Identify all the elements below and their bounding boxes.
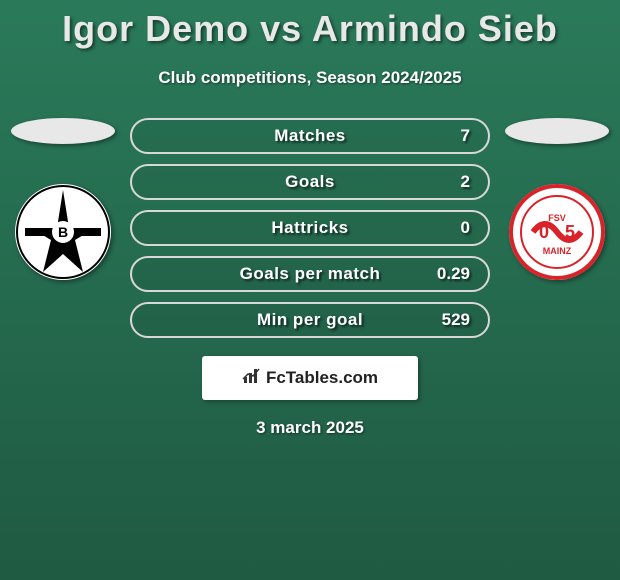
- brand-box: FcTables.com: [202, 356, 418, 400]
- right-column: FSV MAINZ 0 5: [502, 118, 612, 280]
- stats-column: Matches 7 Goals 2 Hattricks 0 Goals per …: [118, 118, 502, 348]
- svg-text:MAINZ: MAINZ: [543, 246, 572, 256]
- stat-row-goals-per-match: Goals per match 0.29: [130, 256, 490, 292]
- stat-row-goals: Goals 2: [130, 164, 490, 200]
- stat-value: 529: [442, 310, 470, 330]
- stat-label: Matches: [274, 126, 346, 146]
- stat-value: 0: [461, 218, 470, 238]
- chart-icon: [242, 367, 262, 390]
- page-title: Igor Demo vs Armindo Sieb: [0, 0, 620, 50]
- stat-row-min-per-goal: Min per goal 529: [130, 302, 490, 338]
- stat-value: 0.29: [437, 264, 470, 284]
- svg-text:5: 5: [565, 222, 575, 242]
- mainz-logo-icon: FSV MAINZ 0 5: [509, 184, 605, 280]
- brand-text: FcTables.com: [266, 368, 378, 388]
- stat-label: Goals per match: [240, 264, 381, 284]
- svg-text:0: 0: [539, 222, 549, 242]
- stat-row-hattricks: Hattricks 0: [130, 210, 490, 246]
- main-row: B Matches 7 Goals 2 Hattricks 0 Goals pe…: [0, 118, 620, 348]
- gladbach-logo-icon: B: [15, 184, 111, 280]
- stat-value: 7: [461, 126, 470, 146]
- date-text: 3 march 2025: [0, 418, 620, 438]
- right-club-logo: FSV MAINZ 0 5: [509, 184, 605, 280]
- svg-text:B: B: [58, 224, 68, 240]
- left-player-ellipse: [11, 118, 115, 144]
- svg-text:FSV: FSV: [548, 213, 566, 223]
- stat-row-matches: Matches 7: [130, 118, 490, 154]
- left-column: B: [8, 118, 118, 280]
- stat-label: Min per goal: [257, 310, 363, 330]
- stat-value: 2: [461, 172, 470, 192]
- stat-label: Goals: [285, 172, 335, 192]
- right-player-ellipse: [505, 118, 609, 144]
- left-club-logo: B: [15, 184, 111, 280]
- stat-label: Hattricks: [271, 218, 348, 238]
- subtitle: Club competitions, Season 2024/2025: [0, 68, 620, 88]
